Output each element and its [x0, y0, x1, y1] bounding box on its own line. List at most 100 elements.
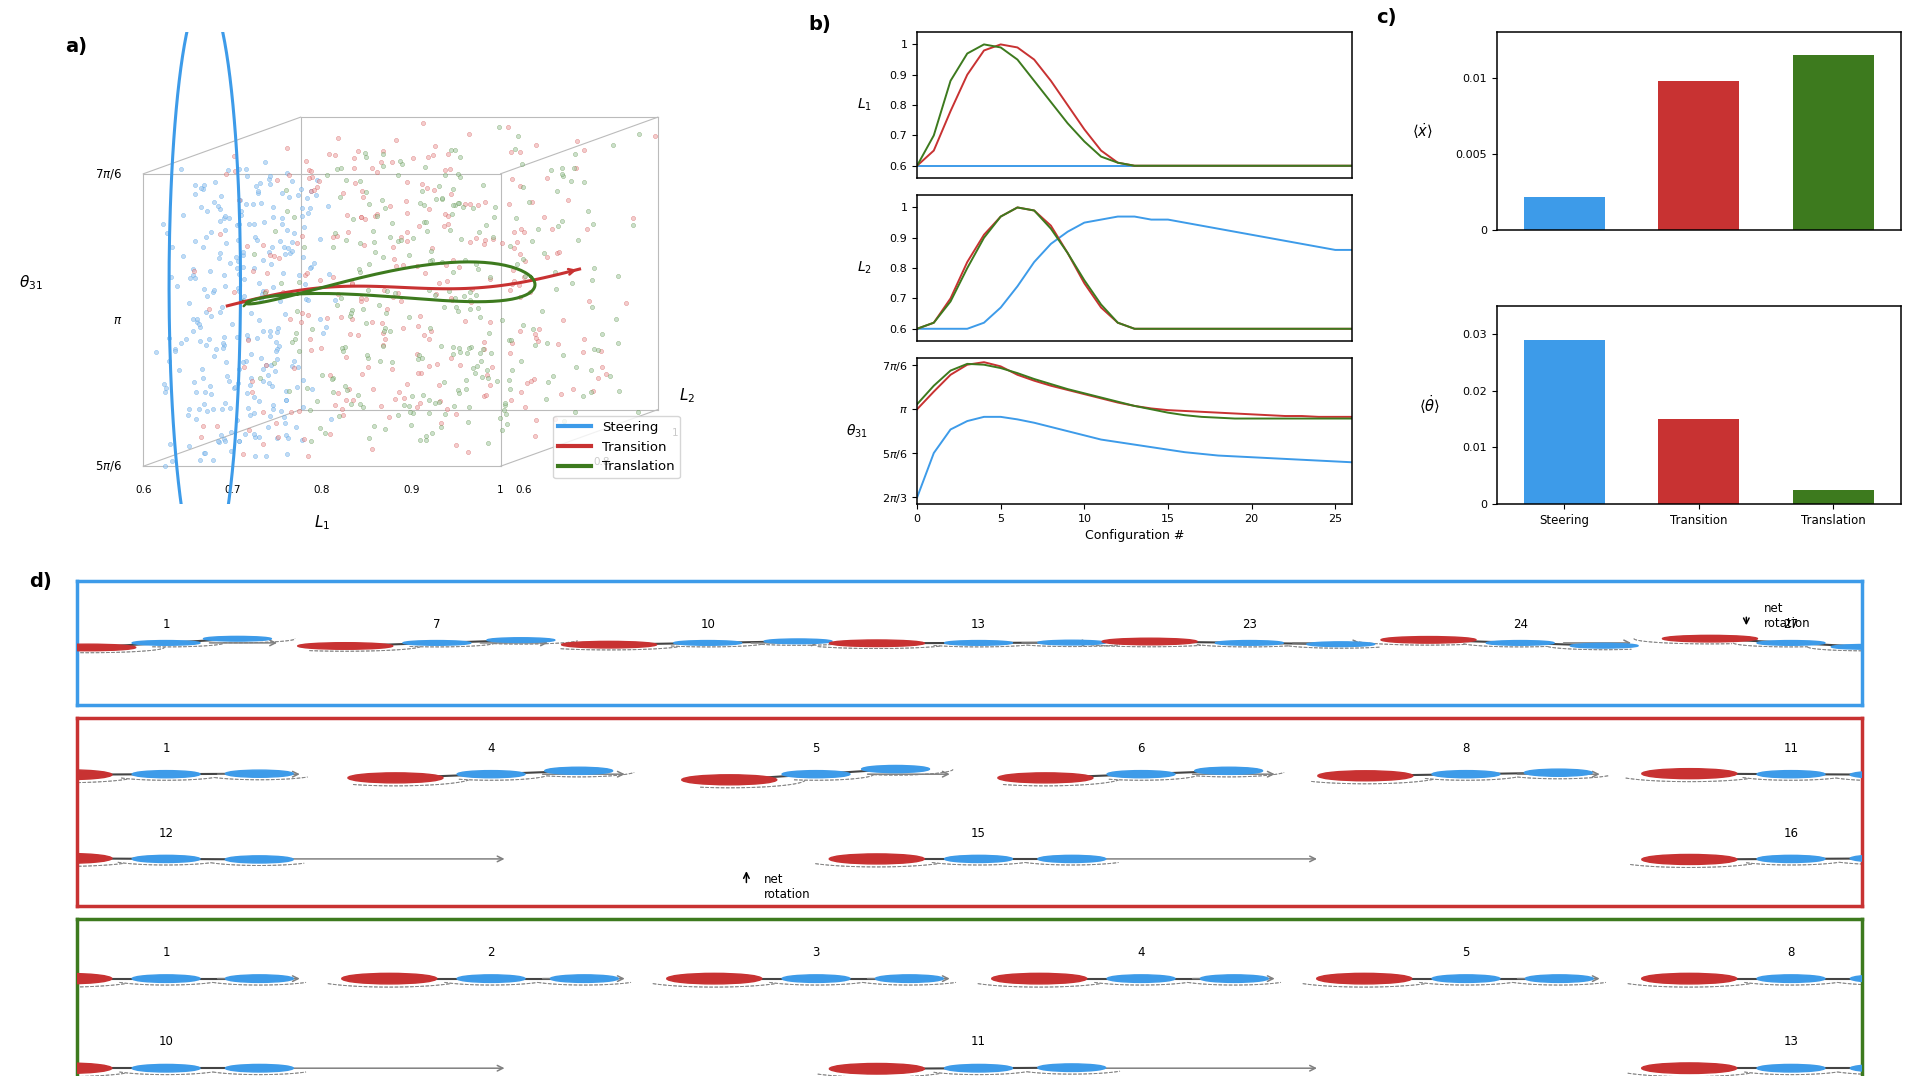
Point — [253, 244, 284, 261]
Point — [392, 232, 422, 250]
Point — [159, 342, 190, 359]
Point — [163, 362, 194, 379]
Point — [392, 173, 422, 190]
Point — [547, 213, 578, 230]
Point — [271, 181, 301, 198]
Point — [455, 338, 486, 355]
Ellipse shape — [781, 770, 851, 778]
Point — [230, 160, 261, 178]
Point — [326, 339, 357, 356]
Point — [419, 394, 449, 411]
Point — [493, 371, 524, 388]
Point — [417, 146, 447, 164]
Point — [369, 337, 399, 354]
Point — [507, 155, 538, 172]
Point — [438, 197, 468, 214]
Point — [336, 396, 367, 413]
Point — [522, 221, 553, 238]
Point — [578, 215, 609, 232]
Point — [205, 427, 236, 444]
Point — [271, 426, 301, 443]
Point — [301, 179, 332, 196]
Point — [353, 358, 384, 376]
Point — [509, 398, 540, 415]
Point — [198, 452, 228, 469]
Point — [192, 287, 223, 305]
Point — [182, 310, 213, 327]
Text: 5: 5 — [812, 742, 820, 755]
Point — [397, 387, 428, 405]
Point — [505, 221, 536, 238]
Point — [284, 267, 315, 284]
Point — [470, 231, 501, 249]
Point — [342, 386, 372, 404]
Point — [413, 405, 444, 422]
Point — [330, 231, 361, 249]
Point — [349, 147, 380, 165]
Point — [173, 438, 204, 455]
Ellipse shape — [1215, 640, 1283, 646]
Point — [426, 190, 457, 208]
Point — [286, 431, 317, 449]
Point — [413, 148, 444, 166]
Point — [321, 146, 351, 164]
Point — [332, 223, 363, 240]
Point — [374, 198, 405, 215]
Point — [420, 190, 451, 208]
Point — [315, 410, 346, 427]
Point — [296, 258, 326, 275]
Point — [221, 329, 252, 346]
Point — [501, 210, 532, 227]
Point — [430, 167, 461, 184]
Point — [559, 145, 589, 162]
Point — [344, 173, 374, 190]
Point — [440, 142, 470, 159]
Point — [200, 341, 230, 358]
Point — [449, 195, 480, 212]
Point — [330, 378, 361, 395]
Point — [257, 239, 288, 256]
Point — [248, 404, 278, 421]
Point — [303, 173, 334, 190]
Point — [200, 173, 230, 190]
Point — [204, 250, 234, 267]
Point — [526, 302, 557, 320]
Point — [411, 223, 442, 240]
Point — [515, 283, 545, 300]
Point — [572, 202, 603, 220]
Point — [257, 208, 288, 225]
Point — [188, 181, 219, 198]
Text: 24: 24 — [1513, 618, 1528, 631]
Point — [290, 291, 321, 308]
Ellipse shape — [1102, 638, 1196, 645]
Point — [382, 407, 413, 424]
Point — [261, 429, 292, 447]
Point — [223, 259, 253, 277]
Point — [348, 182, 378, 199]
Point — [361, 206, 392, 223]
Ellipse shape — [1317, 974, 1411, 983]
Point — [359, 243, 390, 260]
Point — [639, 127, 670, 144]
Point — [271, 139, 301, 156]
Point — [547, 166, 578, 183]
Point — [478, 228, 509, 245]
Point — [505, 176, 536, 194]
Point — [603, 335, 634, 352]
Point — [415, 322, 445, 339]
Point — [470, 216, 501, 233]
Point — [582, 369, 612, 386]
Point — [248, 285, 278, 302]
Point — [420, 138, 451, 155]
Point — [378, 288, 409, 306]
Point — [413, 282, 444, 299]
Point — [276, 172, 307, 189]
Point — [186, 180, 217, 197]
Point — [223, 231, 253, 249]
Point — [346, 235, 376, 252]
Point — [353, 256, 384, 273]
Point — [424, 178, 455, 195]
Point — [184, 331, 215, 349]
Point — [298, 182, 328, 199]
Point — [376, 354, 407, 371]
